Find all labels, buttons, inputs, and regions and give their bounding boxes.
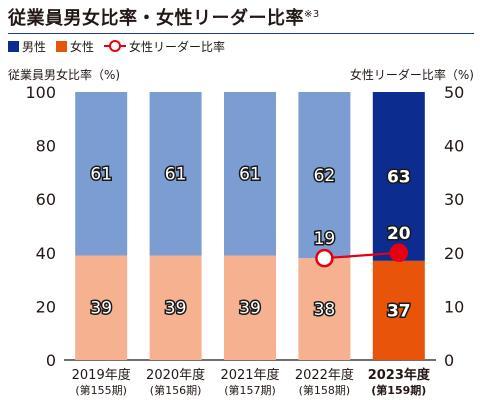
legend: 男性 女性 女性リーダー比率 <box>8 38 235 54</box>
y-left-tick-label: 100 <box>25 83 56 102</box>
leader-ratio-point-5 <box>389 243 409 263</box>
x-tick-period-4: (第158期) <box>299 383 351 397</box>
x-tick-period-2: (第156期) <box>150 383 202 397</box>
y-right-tick-label: 0 <box>444 351 454 370</box>
x-tick-period-3: (第157期) <box>224 383 276 397</box>
x-tick-period-1: (第155期) <box>75 383 127 397</box>
legend-swatch-female <box>56 40 68 52</box>
data-label-male-1: 61 <box>90 165 112 185</box>
chart-title-note: ※3 <box>304 9 320 20</box>
y-left-tick-label: 40 <box>36 244 56 263</box>
leader-ratio-point-4 <box>315 248 334 268</box>
data-label-female-2: 39 <box>165 299 187 319</box>
bar-female-4 <box>298 258 351 360</box>
y-left-tick-label: 80 <box>36 137 56 156</box>
x-tick-year-3: 2021年度 <box>220 367 279 383</box>
legend-swatch-male <box>8 40 19 52</box>
bar-female-5 <box>372 260 425 360</box>
y-left-tick-label: 60 <box>36 190 56 209</box>
legend-label-leader: 女性リーダー比率 <box>129 39 226 54</box>
y-left-tick-label: 20 <box>36 297 56 316</box>
leader-ratio-label-5: 20 <box>387 224 411 244</box>
data-label-female-1: 39 <box>90 299 112 319</box>
legend-item-male: 男性 <box>8 38 46 55</box>
bar-female-2 <box>149 255 202 360</box>
bar-female-1 <box>75 255 128 360</box>
leader-ratio-label-4: 19 <box>314 229 336 249</box>
x-tick-year-5: 2023年度 <box>368 367 431 383</box>
y-right-tick-label: 30 <box>444 190 464 209</box>
data-label-female-4: 38 <box>314 300 336 320</box>
legend-item-female: 女性 <box>56 38 94 55</box>
bar-male-4 <box>298 92 351 259</box>
x-tick-year-4: 2022年度 <box>295 367 354 383</box>
chart-title-text: 従業員男女比率・女性リーダー比率 <box>8 8 304 29</box>
bar-male-1 <box>75 92 128 256</box>
data-label-male-5: 63 <box>387 167 411 187</box>
y-right-tick-label: 20 <box>444 244 464 263</box>
x-tick-year-2: 2020年度 <box>146 367 205 383</box>
y-right-tick-label: 10 <box>444 297 464 316</box>
data-label-female-5: 37 <box>387 301 411 321</box>
y-axis-left-label: 従業員男女比率（%) <box>8 67 120 82</box>
bar-female-3 <box>224 255 276 360</box>
x-tick-period-5: (第159期) <box>371 383 426 397</box>
data-label-male-4: 62 <box>314 166 336 186</box>
title-underline <box>8 33 474 34</box>
data-label-male-3: 61 <box>239 165 261 185</box>
legend-line-marker-icon <box>104 40 127 52</box>
data-label-female-3: 39 <box>239 299 261 319</box>
leader-ratio-line <box>324 251 399 260</box>
bar-male-3 <box>224 92 276 256</box>
bar-male-2 <box>149 92 202 256</box>
legend-label-male: 男性 <box>22 39 47 54</box>
x-tick-year-1: 2019年度 <box>72 367 131 383</box>
chart-title: 従業員男女比率・女性リーダー比率※3 <box>8 4 320 30</box>
y-right-tick-label: 50 <box>444 83 464 102</box>
y-axis-right-label: 女性リーダー比率（%) <box>350 67 474 82</box>
data-label-male-2: 61 <box>165 165 187 185</box>
y-left-tick-label: 0 <box>46 351 56 370</box>
legend-item-leader: 女性リーダー比率 <box>104 38 225 55</box>
legend-label-female: 女性 <box>70 39 95 54</box>
y-right-tick-label: 40 <box>444 137 464 156</box>
bar-male-5 <box>372 92 425 261</box>
